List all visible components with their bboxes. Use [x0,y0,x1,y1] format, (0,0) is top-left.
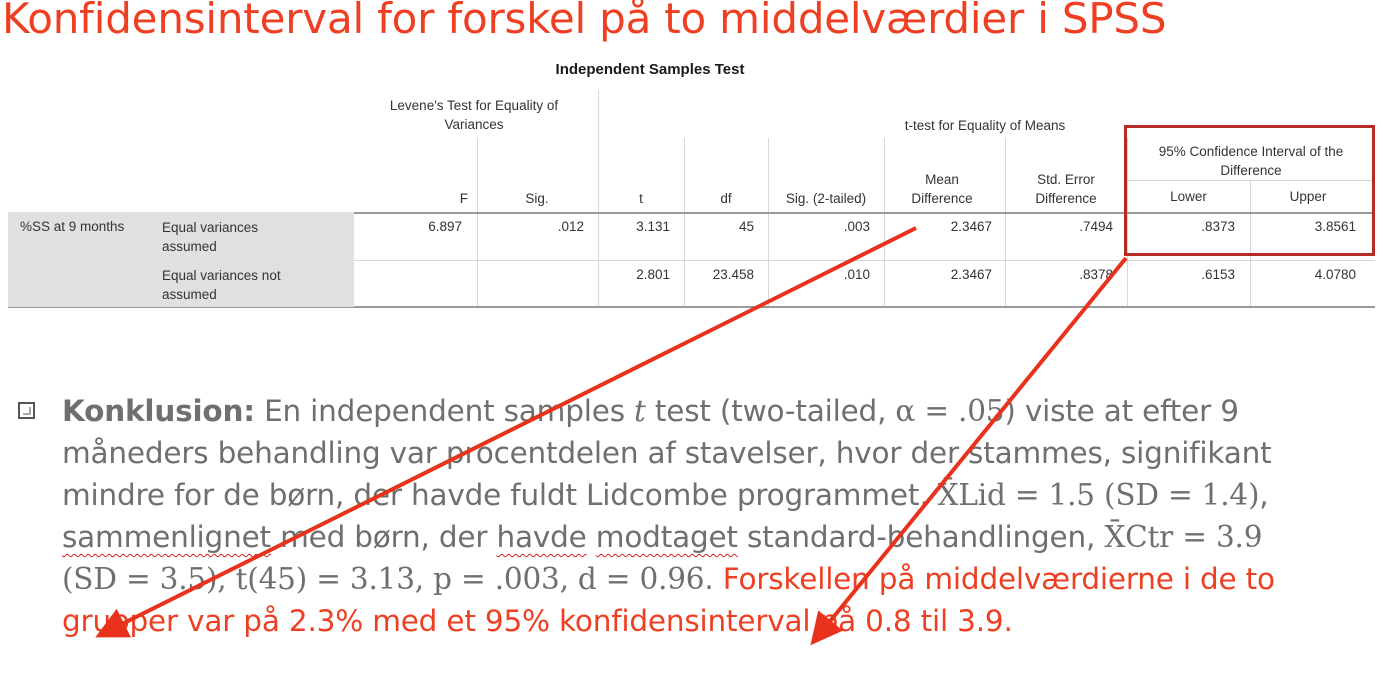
cell-lower-row1: .8373 [1201,219,1235,234]
cell-mean-diff-row1: 2.3467 [950,219,992,234]
col-f: F [459,191,468,206]
alpha-value: α = .05 [895,394,1005,428]
ttest-header: t-test for Equality of Means [904,118,1066,133]
spellcheck-word-3: modtaget [595,520,738,554]
cell-t-row1: 3.131 [636,219,670,234]
col-df: df [720,191,732,206]
cell-sig2-row1: .003 [843,219,870,234]
independent-samples-table: Levene's Test for Equality of Variances … [0,90,1383,315]
conclusion-text-7: standard-behandlingen, [737,520,1105,554]
table-caption: Independent Samples Test [555,61,745,78]
cell-df-row1: 45 [738,219,754,234]
conclusion-text-5: med børn, der [270,520,497,554]
slide-title: Konfidensinterval for forskel på to midd… [2,0,1167,43]
cell-t-row2: 2.801 [636,267,670,282]
conclusion-text-8: . [704,562,723,596]
variable-label: %SS at 9 months [20,219,125,234]
col-t: t [639,191,643,206]
ci-header: 95% Confidence Interval of the Differenc… [1158,144,1344,178]
cell-std-err-row2: .8378 [1079,267,1113,282]
col-lower: Lower [1170,189,1207,204]
conclusion-text-6 [587,520,596,554]
levene-header: Levene's Test for Equality of Variances [389,98,559,132]
col-sig-2tailed: Sig. (2-tailed) [785,191,867,206]
t-symbol: t [634,394,646,428]
conclusion-text-2: test (two-tailed, [645,394,896,428]
cell-df-row2: 23.458 [712,267,754,282]
cell-upper-row1: 3.8561 [1314,219,1356,234]
cell-lower-row2: .6153 [1201,267,1235,282]
conclusion-paragraph: Konklusion: En independent samples t tes… [62,390,1302,642]
col-sig: Sig. [525,191,549,206]
col-std-error-difference: Std. Error Difference [1035,172,1097,206]
stat-lidcombe: X̄Lid = 1.5 (SD = 1.4) [937,478,1260,512]
cell-sig-row1: .012 [557,219,584,234]
row-label-equal-not-assumed: Equal variances not assumed [162,268,281,302]
col-mean-difference: Mean Difference [911,172,973,206]
cell-f-row1: 6.897 [428,219,462,234]
confidence-interval-highlight-box [1124,125,1375,256]
row-label-equal-assumed: Equal variances assumed [162,220,259,254]
col-upper: Upper [1289,189,1327,204]
conclusion-text-1: En independent samples [254,394,635,428]
conclusion-text-4: , [1259,478,1269,512]
checkbox-bullet-icon [18,402,35,419]
cell-upper-row2: 4.0780 [1314,267,1356,282]
spellcheck-word-1: sammenlignet [62,520,271,554]
cell-std-err-row1: .7494 [1079,219,1113,234]
conclusion-lead: Konklusion: [62,394,255,428]
cell-mean-diff-row2: 2.3467 [950,267,992,282]
spellcheck-word-2: havde [496,520,587,554]
cell-sig2-row2: .010 [843,267,870,282]
